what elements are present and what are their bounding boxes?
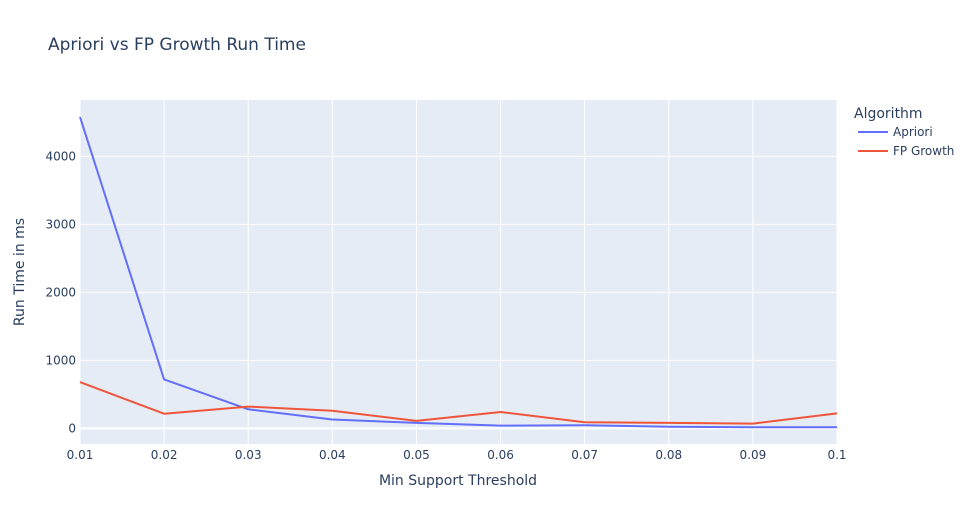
gridlines <box>79 100 838 444</box>
legend-label: FP Growth <box>893 144 954 158</box>
legend-item-apriori[interactable]: Apriori <box>858 125 933 139</box>
series-line-apriori <box>79 116 837 429</box>
y-tick-label: 0 <box>68 421 76 435</box>
series-line-fp-growth <box>79 381 838 425</box>
x-tick-label: 0.02 <box>151 448 178 462</box>
x-axis-title: Min Support Threshold <box>379 473 537 489</box>
x-tick-label: 0.01 <box>67 448 94 462</box>
y-tick-label: 2000 <box>45 285 76 299</box>
x-tick-label: 0.05 <box>403 448 430 462</box>
series-lines <box>79 116 838 429</box>
x-tick-label: 0.06 <box>487 448 514 462</box>
legend-label: Apriori <box>893 125 933 139</box>
chart-title: Apriori vs FP Growth Run Time <box>48 35 306 55</box>
plot-area <box>80 100 837 444</box>
x-tick-label: 0.09 <box>740 448 767 462</box>
x-tick-label: 0.03 <box>235 448 262 462</box>
y-tick-label: 4000 <box>45 149 76 163</box>
x-tick-label: 0.04 <box>319 448 346 462</box>
x-tick-label: 0.08 <box>655 448 682 462</box>
y-axis-ticks: 0 1000 2000 3000 4000 <box>45 149 76 435</box>
legend[interactable]: Algorithm Apriori FP Growth <box>854 106 954 158</box>
y-axis-title: Run Time in ms <box>12 218 28 326</box>
y-tick-label: 1000 <box>45 353 76 367</box>
x-tick-label: 0.1 <box>827 448 846 462</box>
legend-item-fp-growth[interactable]: FP Growth <box>858 144 954 158</box>
x-axis-ticks: 0.01 0.02 0.03 0.04 0.05 0.06 0.07 0.08 0.09 0.1 <box>67 448 847 462</box>
x-tick-label: 0.07 <box>571 448 598 462</box>
legend-title: Algorithm <box>854 106 923 122</box>
y-tick-label: 3000 <box>45 217 76 231</box>
